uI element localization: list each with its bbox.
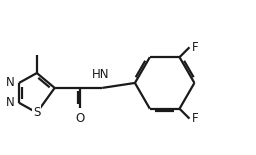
Text: N: N	[6, 96, 15, 109]
Text: O: O	[76, 112, 85, 125]
Text: F: F	[192, 41, 199, 54]
Text: N: N	[6, 76, 15, 89]
Text: S: S	[33, 106, 40, 119]
Text: HN: HN	[91, 68, 109, 81]
Text: F: F	[192, 112, 199, 125]
